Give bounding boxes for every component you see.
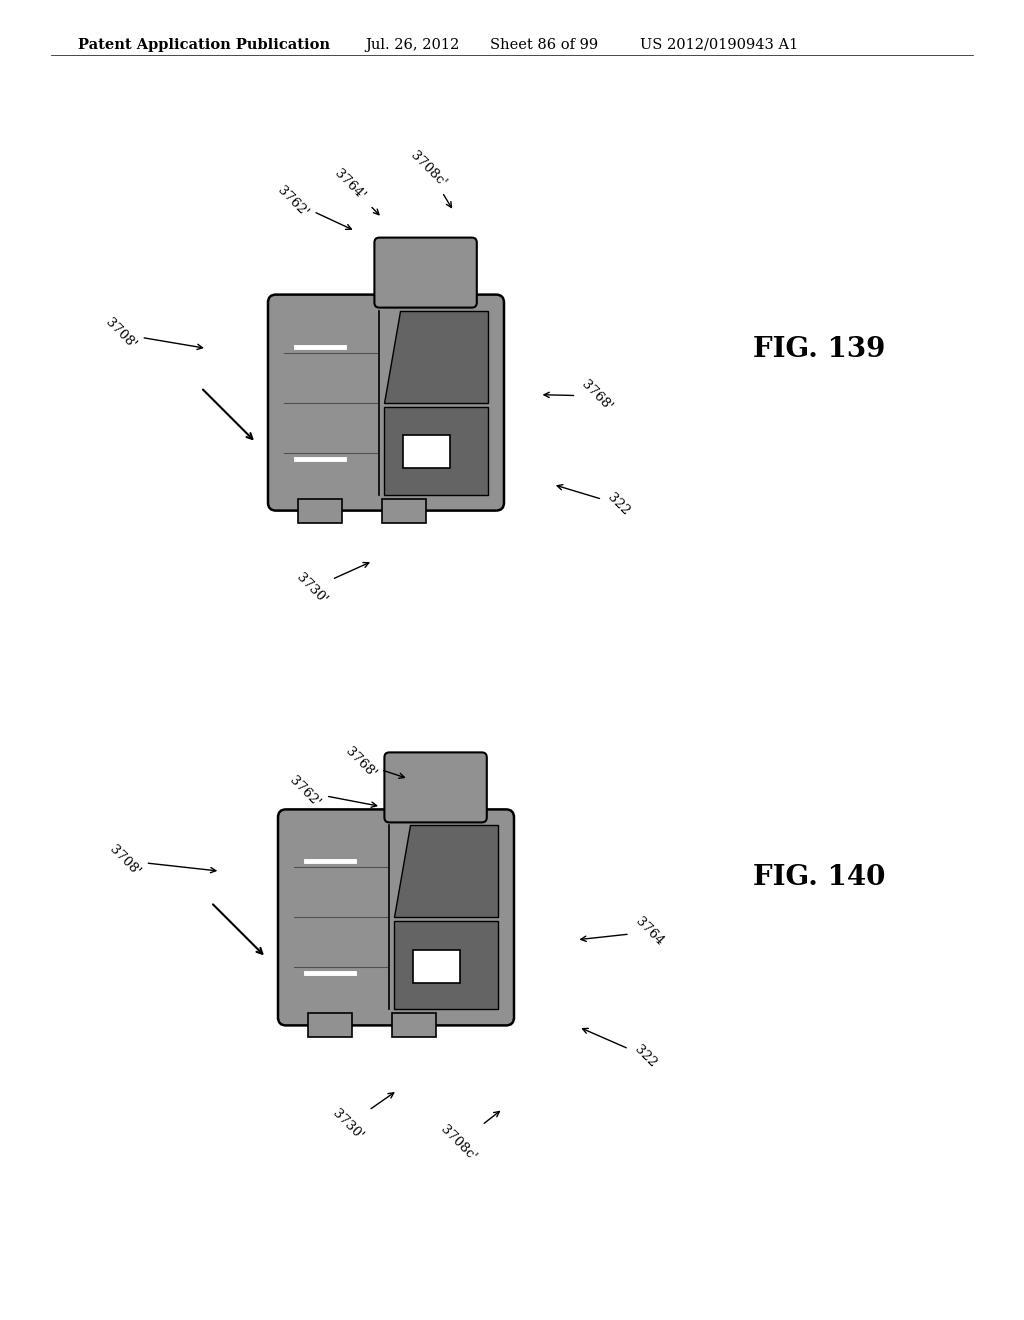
Text: 3708c': 3708c' bbox=[408, 149, 452, 207]
Text: 322: 322 bbox=[583, 1028, 658, 1069]
Text: 3762': 3762' bbox=[288, 774, 377, 810]
Text: 3730': 3730' bbox=[331, 1093, 394, 1143]
Bar bbox=[413, 949, 460, 983]
Text: Sheet 86 of 99: Sheet 86 of 99 bbox=[490, 38, 598, 51]
Text: FIG. 139: FIG. 139 bbox=[753, 337, 885, 363]
Text: US 2012/0190943 A1: US 2012/0190943 A1 bbox=[640, 38, 799, 51]
FancyBboxPatch shape bbox=[268, 294, 504, 511]
Text: Patent Application Publication: Patent Application Publication bbox=[78, 38, 330, 51]
Text: 3762': 3762' bbox=[275, 183, 351, 230]
Bar bbox=[394, 921, 498, 1010]
Bar bbox=[391, 1014, 435, 1038]
Text: 3764: 3764 bbox=[581, 915, 666, 949]
Text: 322: 322 bbox=[557, 484, 632, 517]
Text: 3708c': 3708c' bbox=[438, 1111, 500, 1163]
Text: 3768': 3768' bbox=[343, 744, 404, 781]
FancyBboxPatch shape bbox=[384, 752, 486, 822]
Bar bbox=[384, 407, 488, 495]
Text: 3730': 3730' bbox=[294, 562, 369, 607]
Bar bbox=[382, 499, 426, 523]
FancyBboxPatch shape bbox=[278, 809, 514, 1026]
Polygon shape bbox=[394, 825, 498, 917]
Text: 3708': 3708' bbox=[108, 843, 216, 878]
FancyBboxPatch shape bbox=[375, 238, 477, 308]
Text: 3764': 3764' bbox=[333, 166, 379, 215]
Polygon shape bbox=[384, 310, 488, 403]
Bar bbox=[298, 499, 342, 523]
Text: 3768': 3768' bbox=[544, 378, 614, 414]
Bar bbox=[403, 434, 450, 469]
Text: FIG. 140: FIG. 140 bbox=[753, 865, 885, 891]
Text: Jul. 26, 2012: Jul. 26, 2012 bbox=[365, 38, 459, 51]
Bar bbox=[308, 1014, 352, 1038]
Text: 3708': 3708' bbox=[103, 317, 203, 351]
